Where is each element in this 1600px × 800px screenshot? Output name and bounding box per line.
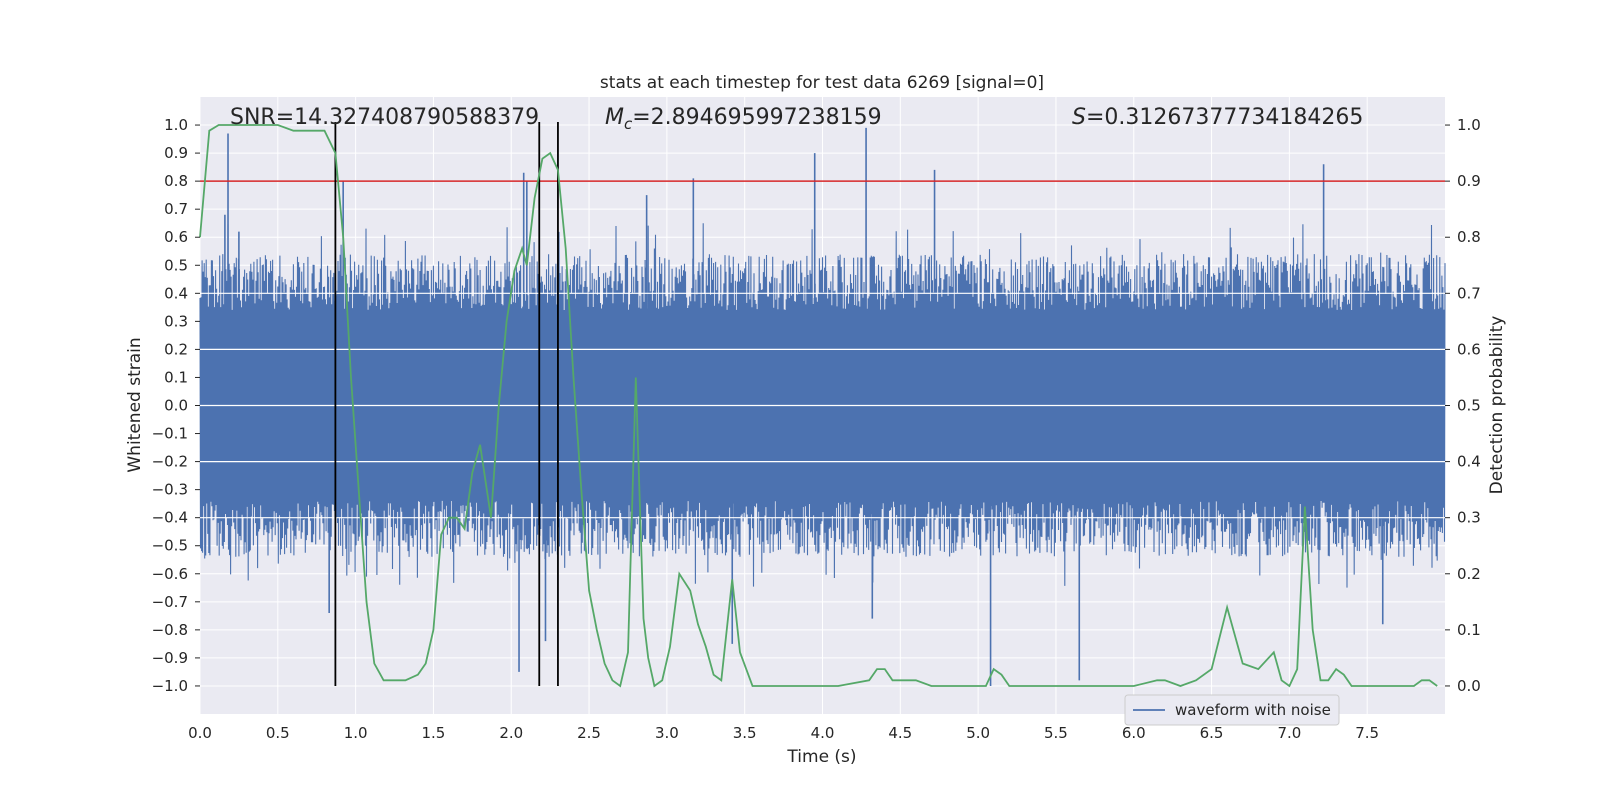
x-tick-label: 6.0: [1122, 724, 1146, 742]
y-right-tick-label: 0.9: [1457, 172, 1481, 190]
y-left-tick-label: −0.7: [152, 593, 188, 611]
legend-label-waveform: waveform with noise: [1175, 701, 1331, 719]
s-annotation: S=0.31267377734184265: [1072, 105, 1363, 130]
x-axis-ticks: 0.0 0.5 1.0 1.5 2.0 2.5 3.0 3.5 4.0 4.5 5.0 5.5 6.0 6…: [188, 724, 1379, 742]
y-left-tick-label: 0.5: [164, 256, 188, 274]
probability-series: [199, 124, 1438, 688]
y-left-tick-label: 0.7: [164, 200, 188, 218]
vertical-markers: [334, 122, 559, 686]
y-right-tick-label: 0.3: [1457, 509, 1481, 527]
x-tick-label: 2.5: [577, 724, 601, 742]
x-tick-label: 4.0: [811, 724, 835, 742]
x-tick-label: 6.5: [1200, 724, 1224, 742]
x-axis-title: Time (s): [786, 747, 856, 767]
x-tick-label: 7.5: [1355, 724, 1379, 742]
y-left-tick-label: −0.5: [152, 537, 188, 555]
x-tick-label: 5.5: [1044, 724, 1068, 742]
y-right-axis-title: Detection probability: [1487, 316, 1507, 495]
waveform-trace: [199, 223, 1446, 588]
y-right-tick-label: 0.0: [1457, 677, 1481, 695]
y-left-tick-label: 0.4: [164, 284, 188, 302]
x-tick-label: 3.0: [655, 724, 679, 742]
x-tick-label: 0.0: [188, 724, 212, 742]
y-left-tick-label: −0.8: [152, 621, 188, 639]
y-left-tick-label: −0.1: [152, 425, 188, 443]
x-tick-label: 2.0: [499, 724, 523, 742]
y-left-tick-label: 1.0: [164, 116, 188, 134]
snr-annotation: SNR=14.327408790588379: [230, 105, 539, 130]
y-left-tick-label: 0.6: [164, 228, 188, 246]
y-left-tick-label: −0.6: [152, 565, 188, 583]
legend: waveform with noise: [1124, 694, 1340, 726]
x-tick-label: 7.0: [1277, 724, 1301, 742]
y-left-tick-label: −1.0: [152, 677, 188, 695]
y-left-tick-label: 0.3: [164, 312, 188, 330]
y-left-tick-label: −0.4: [152, 509, 188, 527]
y-right-axis-ticks: 1.0 0.9 0.8 0.7 0.6 0.5 0.4 0.3 0.2 0.1 0.0: [1445, 116, 1481, 695]
waveform-series: [199, 127, 1446, 686]
chart-title: stats at each timestep for test data 626…: [600, 73, 1044, 93]
y-left-tick-label: 0.8: [164, 172, 188, 190]
y-left-tick-label: −0.9: [152, 649, 188, 667]
y-left-tick-label: 0.9: [164, 144, 188, 162]
y-left-tick-label: 0.2: [164, 340, 188, 358]
y-right-tick-label: 0.1: [1457, 621, 1481, 639]
x-tick-label: 0.5: [266, 724, 290, 742]
y-right-tick-label: 0.8: [1457, 228, 1481, 246]
y-left-tick-label: 0.0: [164, 397, 188, 415]
y-left-tick-label: −0.3: [152, 481, 188, 499]
y-right-tick-label: 0.6: [1457, 340, 1481, 358]
y-right-tick-label: 1.0: [1457, 116, 1481, 134]
y-left-axis-ticks: 1.0 0.9 0.8 0.7 0.6 0.5 0.4 0.3 0.2 0.1 0.0 −0.1 −0.…: [152, 116, 200, 695]
y-left-axis-title: Whitened strain: [125, 337, 145, 472]
x-tick-label: 4.5: [888, 724, 912, 742]
y-right-tick-label: 0.7: [1457, 284, 1481, 302]
y-left-tick-label: −0.2: [152, 453, 188, 471]
y-left-tick-label: 0.1: [164, 368, 188, 386]
x-tick-label: 1.0: [344, 724, 368, 742]
y-right-tick-label: 0.5: [1457, 397, 1481, 415]
x-tick-label: 3.5: [733, 724, 757, 742]
legend-box: [1124, 694, 1340, 726]
x-tick-label: 5.0: [966, 724, 990, 742]
y-right-tick-label: 0.2: [1457, 565, 1481, 583]
y-right-tick-label: 0.4: [1457, 453, 1481, 471]
mc-annotation: Mc=2.894695997238159: [605, 105, 882, 133]
x-tick-label: 1.5: [422, 724, 446, 742]
